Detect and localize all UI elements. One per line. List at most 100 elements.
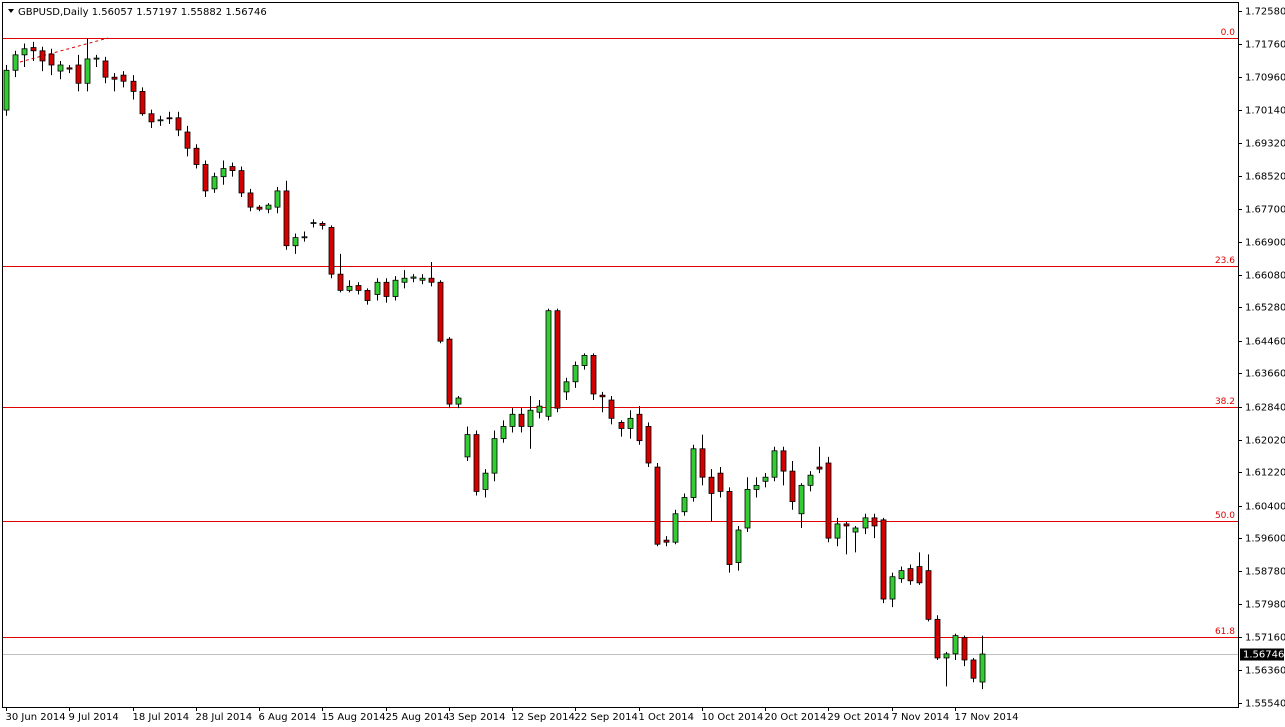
candle-body [21,48,28,56]
x-tick-label: 1 Oct 2014 [639,712,694,723]
candle-body [645,426,652,464]
candle-body [175,117,182,131]
candle-body [337,273,344,291]
candle-body [220,168,227,178]
fib-level-label: 0.0 [1221,28,1236,38]
candle-body [690,448,697,498]
candle-body [292,237,299,247]
candle-body [889,576,896,600]
y-tick-label: 1.66080 [1245,271,1285,282]
candle-body [608,399,615,419]
candle-body [735,529,742,563]
candle-body [319,222,326,226]
candle-body [48,53,55,66]
candle-body [211,176,218,190]
candle-body [419,277,426,281]
y-tick-label: 1.62020 [1245,436,1285,447]
candles [3,38,986,690]
y-tick-label: 1.55540 [1245,699,1285,710]
candle-body [410,276,417,279]
candle-body [328,227,335,275]
candle-body [554,310,561,409]
candle-body [130,80,137,92]
fib-level-label: 23.6 [1215,256,1235,266]
candle-body [852,527,859,533]
candle-body [581,354,588,366]
y-tick-label: 1.70960 [1245,73,1285,84]
candle-body [202,164,209,192]
header-high: 1.57197 [136,7,177,18]
y-tick-label: 1.57160 [1245,633,1285,644]
x-tick-label: 9 Jul 2014 [69,712,119,723]
candle-body [871,517,878,527]
candle-body [310,222,317,224]
x-tick-label: 6 Aug 2014 [259,712,317,723]
candle-body [762,476,769,482]
y-tick-label: 1.65280 [1245,303,1285,314]
x-tick-label: 17 Nov 2014 [955,712,1019,723]
levels: 0.0 23.6 38.2 50.0 61.8 [3,28,1238,655]
candle-body [84,58,91,84]
candle-body [491,438,498,474]
candle-body [111,76,118,80]
candle-body [563,381,570,393]
candle-body [934,618,941,659]
y-tick-label: 1.66900 [1245,238,1285,249]
candle-body [3,69,10,111]
y-tick-label: 1.59600 [1245,534,1285,545]
candle-body [301,236,308,239]
candle-body [970,659,977,679]
candle-body [148,113,155,123]
x-tick-label: 10 Oct 2014 [702,712,764,723]
candle-body [102,60,109,78]
x-tick-label: 18 Jul 2014 [133,712,190,723]
x-tick-label: 25 Aug 2014 [386,712,450,723]
candle-body [518,413,525,427]
candle-body [392,279,399,297]
candle-body [75,64,82,84]
symbol: GBPUSD,Daily [18,7,89,18]
candle-body [780,450,787,472]
candle-body [256,206,263,210]
header-open: 1.56057 [92,7,133,18]
candle-body [807,474,814,486]
fib-level-label: 61.8 [1215,627,1235,637]
candle-body [789,470,796,502]
candle-body [473,434,480,492]
candle-body [57,64,64,72]
candle-body [364,289,371,301]
candle-body [843,523,850,527]
candle-body [346,285,353,291]
candle-body [229,166,236,171]
y-tick-label: 1.68520 [1245,172,1285,183]
candle-body [247,192,254,208]
candle-body [654,466,661,545]
current-price-label: 1.56746 [1243,650,1284,661]
x-tick-label: 20 Oct 2014 [765,712,827,723]
candle-body [627,417,634,429]
candle-body [880,519,887,600]
candle-body [482,472,489,490]
x-tick-label: 22 Sep 2014 [575,712,638,723]
candle-body [862,517,869,529]
menu-arrow[interactable] [8,9,14,13]
candle-body [952,635,959,655]
y-tick-label: 1.70140 [1245,106,1285,117]
candle-body [464,434,471,458]
candle-body [618,421,625,429]
candle-body [545,310,552,417]
candle-body [30,47,37,52]
x-tick-label: 28 Jul 2014 [196,712,253,723]
y-tick-label: 1.62840 [1245,403,1285,414]
candle-body [527,409,534,427]
y-tick-label: 1.56360 [1245,666,1285,677]
candle-body [726,491,733,565]
candle-body [428,277,435,283]
candle-body [437,281,444,342]
candle-body [572,365,579,383]
candle-body [139,90,146,115]
candle-body [274,190,281,208]
candle-body [401,277,408,283]
